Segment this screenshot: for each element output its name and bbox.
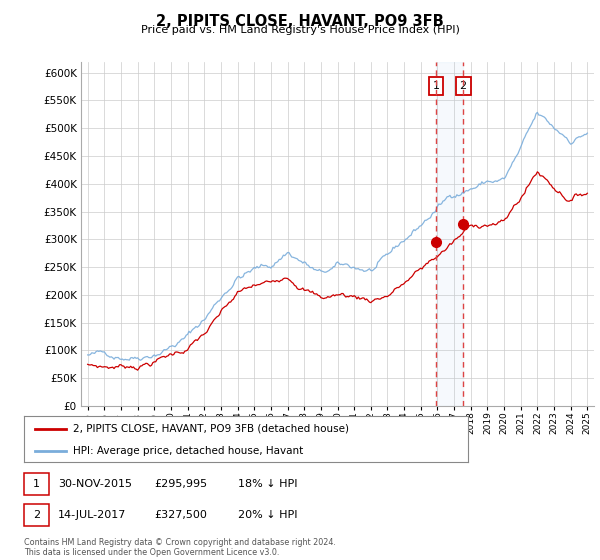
Text: Price paid vs. HM Land Registry's House Price Index (HPI): Price paid vs. HM Land Registry's House … [140,25,460,35]
Text: 1: 1 [33,479,40,489]
Text: 2: 2 [460,81,467,91]
Text: 14-JUL-2017: 14-JUL-2017 [58,510,127,520]
Bar [436,62,463,406]
Text: 1: 1 [433,81,440,91]
Text: 2: 2 [33,510,40,520]
Text: 18% ↓ HPI: 18% ↓ HPI [238,479,298,489]
Text: 2, PIPITS CLOSE, HAVANT, PO9 3FB: 2, PIPITS CLOSE, HAVANT, PO9 3FB [156,14,444,29]
Text: 20% ↓ HPI: 20% ↓ HPI [238,510,298,520]
Text: Contains HM Land Registry data © Crown copyright and database right 2024.
This d: Contains HM Land Registry data © Crown c… [24,538,336,557]
Text: HPI: Average price, detached house, Havant: HPI: Average price, detached house, Hava… [73,446,303,455]
Text: 30-NOV-2015: 30-NOV-2015 [58,479,132,489]
Text: £327,500: £327,500 [154,510,207,520]
Text: £295,995: £295,995 [154,479,208,489]
Text: 2, PIPITS CLOSE, HAVANT, PO9 3FB (detached house): 2, PIPITS CLOSE, HAVANT, PO9 3FB (detach… [73,424,349,434]
